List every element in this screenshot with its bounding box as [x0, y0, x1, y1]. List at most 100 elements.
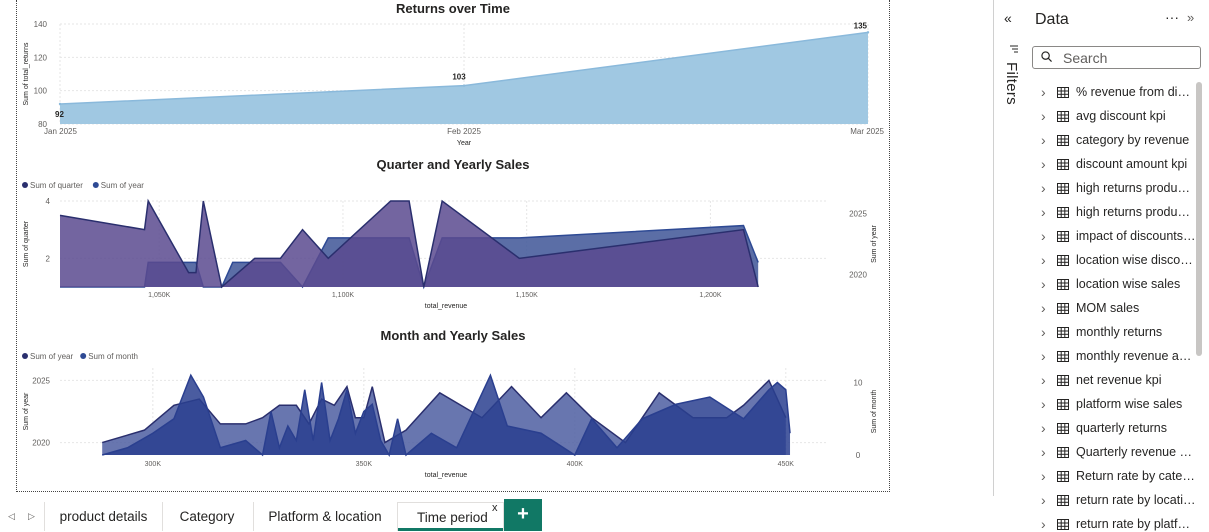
data-pane-title: Data: [1035, 11, 1069, 28]
table-icon: [1057, 134, 1069, 146]
field-item[interactable]: › category by revenue: [1027, 128, 1199, 152]
data-pane: Data ··· » › % revenue from disc... › avg d…: [1027, 0, 1209, 531]
field-item[interactable]: › Quarterly revenue ac...: [1027, 440, 1199, 464]
field-item[interactable]: › impact of discounts ...: [1027, 224, 1199, 248]
field-item[interactable]: › location wise discou...: [1027, 248, 1199, 272]
series-line: [101, 379, 787, 444]
table-icon: [1057, 86, 1069, 98]
field-item-label: Quarterly revenue ac...: [1076, 445, 1196, 459]
y-tick-label-right: 2020: [849, 271, 867, 280]
tab-category[interactable]: Category: [161, 502, 254, 531]
chevron-right-icon[interactable]: ›: [1041, 372, 1046, 388]
x-tick-label: 1,050K: [148, 292, 171, 299]
field-item[interactable]: › return rate by platfor...: [1027, 512, 1199, 531]
table-icon: [1057, 350, 1069, 362]
tab-product-details[interactable]: product details: [44, 502, 163, 531]
field-item[interactable]: › return rate by location: [1027, 488, 1199, 512]
search-icon: [1041, 51, 1052, 62]
search-input[interactable]: [1063, 49, 1193, 66]
chevron-right-icon[interactable]: ›: [1041, 132, 1046, 148]
collapse-panes-icon[interactable]: «: [1004, 10, 1012, 26]
field-item-label: % revenue from disc...: [1076, 85, 1196, 99]
chevron-right-icon[interactable]: ›: [1041, 228, 1046, 244]
field-item[interactable]: › MOM sales: [1027, 296, 1199, 320]
field-item[interactable]: › high returns product...: [1027, 176, 1199, 200]
field-item[interactable]: › net revenue kpi: [1027, 368, 1199, 392]
field-item[interactable]: › monthly revenue acr...: [1027, 344, 1199, 368]
y-tick-label-left: 4: [46, 197, 51, 206]
field-item[interactable]: › high returns product...: [1027, 200, 1199, 224]
add-page-button[interactable]: +: [504, 499, 542, 531]
chevron-right-icon[interactable]: ›: [1041, 444, 1046, 460]
chevron-right-icon[interactable]: ›: [1041, 420, 1046, 436]
x-tick-label: Jan 2025: [44, 127, 77, 136]
data-point: [58, 102, 62, 106]
chevron-right-icon[interactable]: ›: [1041, 396, 1046, 412]
field-item[interactable]: › discount amount kpi: [1027, 152, 1199, 176]
x-tick-label: Mar 2025: [850, 127, 884, 136]
returns-over-time-chart[interactable]: Returns over Time 80 100 120 140 92 103 135 Jan …: [16, 0, 890, 150]
data-pane-scrollbar[interactable]: [1196, 82, 1202, 356]
next-page-icon[interactable]: ▷: [28, 511, 35, 521]
tab-platform-location[interactable]: Platform & location: [253, 502, 398, 531]
close-tab-icon[interactable]: x: [492, 502, 498, 514]
y-tick-label-right: 10: [854, 379, 863, 388]
field-item[interactable]: › avg discount kpi: [1027, 104, 1199, 128]
field-item[interactable]: › location wise sales: [1027, 272, 1199, 296]
y-axis-label: Sum of total_returns: [23, 42, 30, 106]
chevron-right-icon[interactable]: ›: [1041, 300, 1046, 316]
x-tick-label: Feb 2025: [447, 127, 481, 136]
report-canvas: Returns over Time 80 100 120 140 92 103 135 Jan …: [16, 0, 890, 492]
table-icon: [1057, 302, 1069, 314]
field-item[interactable]: › platform wise sales: [1027, 392, 1199, 416]
chevron-right-icon[interactable]: ›: [1041, 180, 1046, 196]
x-axis-label: total_revenue: [425, 472, 468, 479]
chevron-right-icon[interactable]: ›: [1041, 252, 1046, 268]
chevron-right-icon[interactable]: ›: [1041, 108, 1046, 124]
x-tick-label: 450K: [778, 461, 795, 468]
table-icon: [1057, 398, 1069, 410]
month-yearly-sales-chart[interactable]: Month and Yearly Sales Sum of year Sum of …: [16, 318, 890, 488]
field-item[interactable]: › monthly returns: [1027, 320, 1199, 344]
area-series: [60, 201, 759, 287]
table-icon: [1057, 494, 1069, 506]
field-item-label: discount amount kpi: [1076, 157, 1188, 171]
field-item-label: return rate by location: [1076, 493, 1196, 507]
table-icon: [1057, 518, 1069, 530]
chevron-right-icon[interactable]: ›: [1041, 516, 1046, 531]
tab-time-period[interactable]: Time period: [397, 502, 504, 531]
y-axis-label-left: Sum of year: [23, 392, 30, 430]
legend-label: Sum of month: [88, 352, 138, 361]
table-icon: [1057, 278, 1069, 290]
filter-icon: [1010, 45, 1018, 53]
collapse-data-pane-icon[interactable]: »: [1187, 10, 1195, 25]
y-tick-label-left: 2025: [32, 376, 50, 385]
prev-page-icon[interactable]: ◁: [8, 511, 15, 521]
chevron-right-icon[interactable]: ›: [1041, 84, 1046, 100]
field-item-label: monthly revenue acr...: [1076, 349, 1196, 363]
chevron-right-icon[interactable]: ›: [1041, 492, 1046, 508]
quarter-yearly-sales-chart[interactable]: Quarter and Yearly Sales Sum of quarter Su…: [16, 150, 890, 315]
chevron-right-icon[interactable]: ›: [1041, 204, 1046, 220]
chevron-right-icon[interactable]: ›: [1041, 348, 1046, 364]
field-item[interactable]: › quarterly returns: [1027, 416, 1199, 440]
table-icon: [1057, 422, 1069, 434]
legend-marker: [80, 353, 87, 359]
y-axis-label-left: Sum of quarter: [23, 220, 30, 267]
table-icon: [1057, 158, 1069, 170]
search-box[interactable]: [1032, 46, 1201, 69]
more-options-icon[interactable]: ···: [1165, 9, 1179, 25]
filters-pane-label[interactable]: Filters: [1003, 62, 1020, 105]
chevron-right-icon[interactable]: ›: [1041, 156, 1046, 172]
x-tick-label: 400K: [567, 461, 584, 468]
chevron-right-icon[interactable]: ›: [1041, 324, 1046, 340]
chevron-right-icon[interactable]: ›: [1041, 276, 1046, 292]
table-icon: [1057, 182, 1069, 194]
chevron-right-icon[interactable]: ›: [1041, 468, 1046, 484]
field-item[interactable]: › Return rate by categ...: [1027, 464, 1199, 488]
y-axis-label-right: Sum of year: [871, 224, 878, 262]
field-item[interactable]: › % revenue from disc...: [1027, 80, 1199, 104]
series-line: [101, 373, 791, 458]
table-icon: [1057, 326, 1069, 338]
table-icon: [1057, 254, 1069, 266]
